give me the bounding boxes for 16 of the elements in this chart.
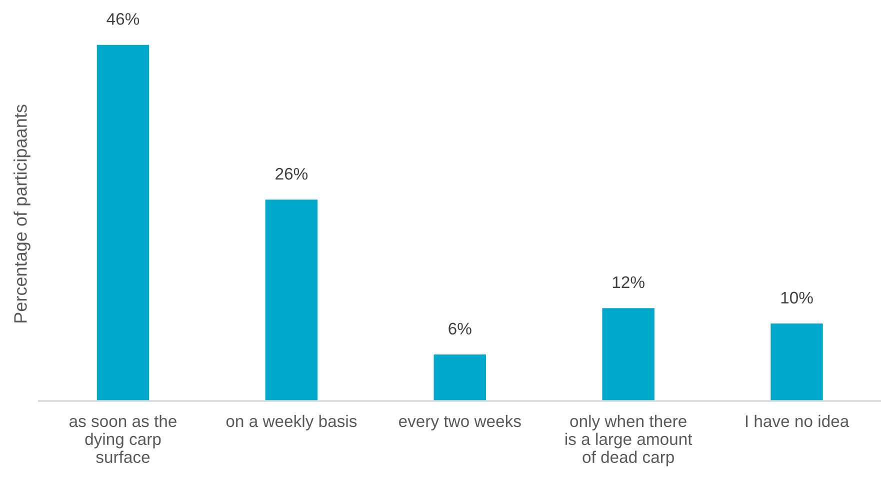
x-tick-label: as soon as the dying carp surface <box>69 414 176 464</box>
data-label: 26% <box>276 168 308 180</box>
data-label: 12% <box>612 276 644 288</box>
y-axis-title: Percentage of participaants <box>14 104 30 322</box>
x-tick-label: I have no idea <box>746 414 850 428</box>
data-label: 6% <box>448 322 472 335</box>
x-tick-label: on a weekly basis <box>226 414 357 430</box>
x-tick-label: every two weeks <box>398 414 521 430</box>
x-tick-label: only when there is a large amount of dead carp <box>566 414 692 466</box>
bar <box>434 354 486 401</box>
data-label: 10% <box>781 292 813 304</box>
data-label: 46% <box>106 13 140 25</box>
bar <box>265 200 318 401</box>
bar <box>602 308 654 401</box>
bar <box>96 44 150 401</box>
bar <box>770 324 823 401</box>
